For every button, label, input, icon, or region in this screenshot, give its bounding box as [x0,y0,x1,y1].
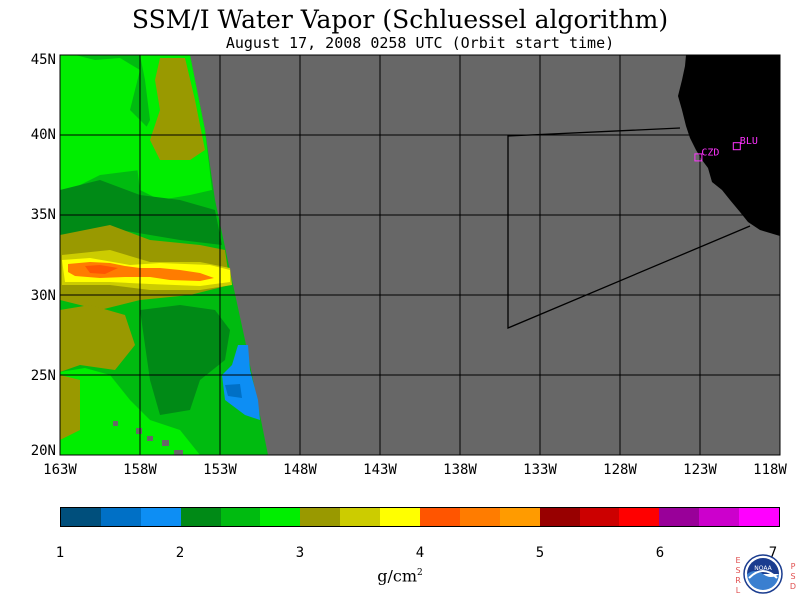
color-scale-bar [60,507,780,527]
logo-letter: D [789,582,797,591]
logo-letter: P [790,562,796,571]
lon-label-118w: 118W [753,462,787,478]
island-dot [113,421,118,426]
colorbar-swatch [300,508,341,526]
colorbar-swatch [220,508,261,526]
logo-letter: S [790,572,796,581]
swath-band-olive-southwest [60,375,80,440]
lat-label-45n: 45N [30,52,56,68]
logo-letter: L [735,586,741,595]
map-grid [60,55,780,455]
colorbar-tick-1: 1 [55,545,65,561]
logo-letter: E [735,556,741,565]
swath-band-red-orange [85,265,118,274]
colorbar-swatch [180,508,221,526]
lon-label-138w: 138W [443,462,477,478]
colorbar-tick-3: 3 [295,545,305,561]
colorbar-tick-7: 7 [768,545,778,561]
station-label-czd: CZD [701,147,719,158]
noaa-seal-icon: NOAA [743,554,783,594]
lat-label-25n: 25N [30,368,56,384]
map-frame [59,54,781,456]
island-dot [147,436,153,441]
island-dot [174,450,183,455]
swath-band-bright-green-west [60,55,160,190]
lon-label-123w: 123W [683,462,717,478]
colorbar-swatch [100,508,141,526]
station-marker-czd [694,153,703,162]
logo-noaa-text: NOAA [754,565,772,572]
colorbar-tick-5: 5 [535,545,545,561]
swath-band-blue-edge [222,345,260,420]
logo-letter: S [735,566,741,575]
colorbar-swatch [459,508,500,526]
colorbar-tick-6: 6 [655,545,665,561]
colorbar-swatch [619,508,660,526]
map-subtitle: August 17, 2008 0258 UTC (Orbit start ti… [225,34,615,52]
lat-label-30n: 30N [30,288,56,304]
colorbar-swatch [420,508,460,526]
station-markers: CZD BLU [694,136,758,162]
colorbar-swatch [140,508,181,526]
colorbar-swatch [539,508,580,526]
swath-band-blue-patch [225,384,242,398]
lon-label-148w: 148W [283,462,317,478]
colorbar-swatch [380,508,421,526]
station-label-blu: BLU [740,136,758,147]
colorbar-swatch [260,508,301,526]
colorbar-tick-4: 4 [415,545,425,561]
lon-label-153w: 153W [203,462,237,478]
colorbar-swatch [739,508,780,526]
island-dot [136,428,142,434]
lat-label-35n: 35N [30,207,56,223]
land-mass [678,55,780,236]
lon-label-128w: 128W [603,462,637,478]
swath-band-olive-south [60,305,135,372]
lat-label-20n: 20N [30,443,56,459]
logo-letter: R [735,576,741,585]
lat-label-40n: 40N [30,127,56,143]
swath-band-dark-green-south [140,305,230,415]
colorbar-tick-2: 2 [175,545,185,561]
boundary-line [507,127,751,329]
lon-label-143w: 143W [363,462,397,478]
map-title: SSM/I Water Vapor (Schluessel algorithm) [131,5,669,34]
lon-label-163w: 163W [43,462,77,478]
colorbar-swatch [61,508,101,526]
station-marker-blu [732,142,741,151]
unit-text: g/cm [377,566,418,586]
unit-exponent: 2 [417,568,423,578]
swath-band-bright-green-south [60,368,200,455]
swath-data [60,55,268,455]
colorbar-swatch [499,508,540,526]
colorbar-swatch [579,508,620,526]
island-dot [162,440,169,446]
colorbar-swatch [659,508,700,526]
lon-label-133w: 133W [523,462,557,478]
colorbar-unit-label: g/cm2 [370,563,430,586]
lon-label-158w: 158W [123,462,157,478]
colorbar-swatch [340,508,381,526]
colorbar-swatch [699,508,740,526]
